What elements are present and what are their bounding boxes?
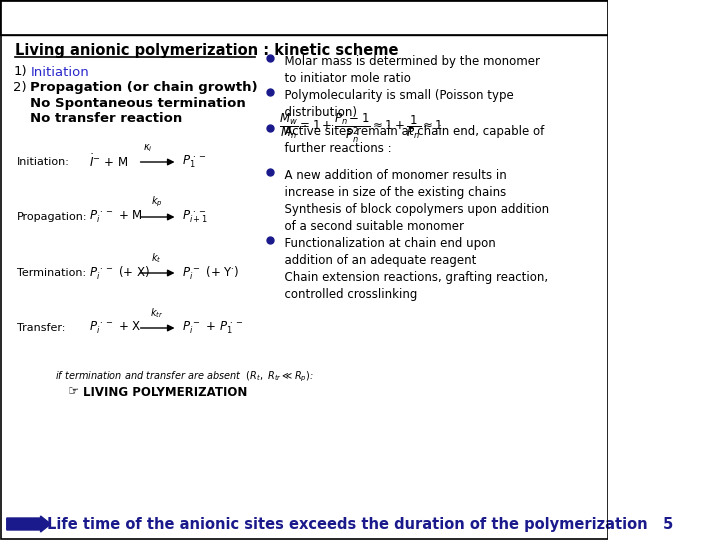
Text: $P_1^{\,\cdot -}$: $P_1^{\,\cdot -}$ xyxy=(181,154,207,170)
Bar xyxy=(0,0,608,35)
Text: Propagation:: Propagation: xyxy=(17,212,87,222)
Text: Initiation: Initiation xyxy=(30,65,89,78)
Text: Transfer:: Transfer: xyxy=(17,323,66,333)
Text: $P_i^{\,\cdot -}$ + X: $P_i^{\,\cdot -}$ + X xyxy=(89,320,141,336)
Text: Initiation:: Initiation: xyxy=(17,157,70,167)
Text: $P_i^{\,\cdot -}$ (+ X): $P_i^{\,\cdot -}$ (+ X) xyxy=(89,264,150,282)
Text: Living anionic polymerization : kinetic scheme: Living anionic polymerization : kinetic … xyxy=(15,43,399,57)
Text: Molar mass is determined by the monomer
  to initiator mole ratio: Molar mass is determined by the monomer … xyxy=(277,55,540,85)
Text: $P_i^{\,\cdot -}$ + M: $P_i^{\,\cdot -}$ + M xyxy=(89,209,143,225)
Text: $\kappa_i$: $\kappa_i$ xyxy=(143,142,153,154)
Text: Anionic Polymerization: Anionic Polymerization xyxy=(6,9,196,27)
Text: $P_{i+1}^{\,\cdot -}$: $P_{i+1}^{\,\cdot -}$ xyxy=(181,209,207,225)
Text: LIVING POLYMERIZATION: LIVING POLYMERIZATION xyxy=(83,386,247,399)
Text: $P_i^{\,-}$ (+ Y$^{\cdot}$): $P_i^{\,-}$ (+ Y$^{\cdot}$) xyxy=(181,264,239,282)
Text: 2): 2) xyxy=(14,82,27,94)
Text: $k_{tr}$: $k_{tr}$ xyxy=(150,306,163,320)
Text: if termination and transfer are absent  $(R_t,\ R_{tr} \ll R_p)$:: if termination and transfer are absent $… xyxy=(55,370,314,384)
Text: No transfer reaction: No transfer reaction xyxy=(30,111,183,125)
Text: $k_p$: $k_p$ xyxy=(150,194,162,209)
Text: Termination:: Termination: xyxy=(17,268,86,278)
Text: ☞: ☞ xyxy=(68,386,79,399)
Text: A new addition of monomer results in
  increase in size of the existing chains
 : A new addition of monomer results in inc… xyxy=(277,169,549,233)
Text: Life time of the anionic sites exceeds the duration of the polymerization   5: Life time of the anionic sites exceeds t… xyxy=(48,516,674,531)
Text: Propagation (or chain growth): Propagation (or chain growth) xyxy=(30,82,258,94)
Text: $P_i^{\,-}$ + $P_1^{\,\cdot -}$: $P_i^{\,-}$ + $P_1^{\,\cdot -}$ xyxy=(181,320,243,336)
Text: Active sites remain at chain end, capable of
  further reactions :: Active sites remain at chain end, capabl… xyxy=(277,125,544,155)
Text: No Spontaneous termination: No Spontaneous termination xyxy=(30,97,246,110)
FancyArrow shape xyxy=(6,516,50,532)
Text: Functionalization at chain end upon
  addition of an adequate reagent
  Chain ex: Functionalization at chain end upon addi… xyxy=(277,237,548,301)
Text: $k_t$: $k_t$ xyxy=(151,251,161,265)
Text: $\dfrac{M_w}{M_n} = 1 + \dfrac{P_n - 1}{P_n^2} \approx 1 + \dfrac{1}{P_n} \appro: $\dfrac{M_w}{M_n} = 1 + \dfrac{P_n - 1}{… xyxy=(279,112,443,145)
Text: 1): 1) xyxy=(14,65,27,78)
Text: Polymolecularity is small (Poisson type
  distribution): Polymolecularity is small (Poisson type … xyxy=(277,89,514,119)
Text: $\mathit{\dot{I}^{-}}$ + M: $\mathit{\dot{I}^{-}}$ + M xyxy=(89,154,128,170)
